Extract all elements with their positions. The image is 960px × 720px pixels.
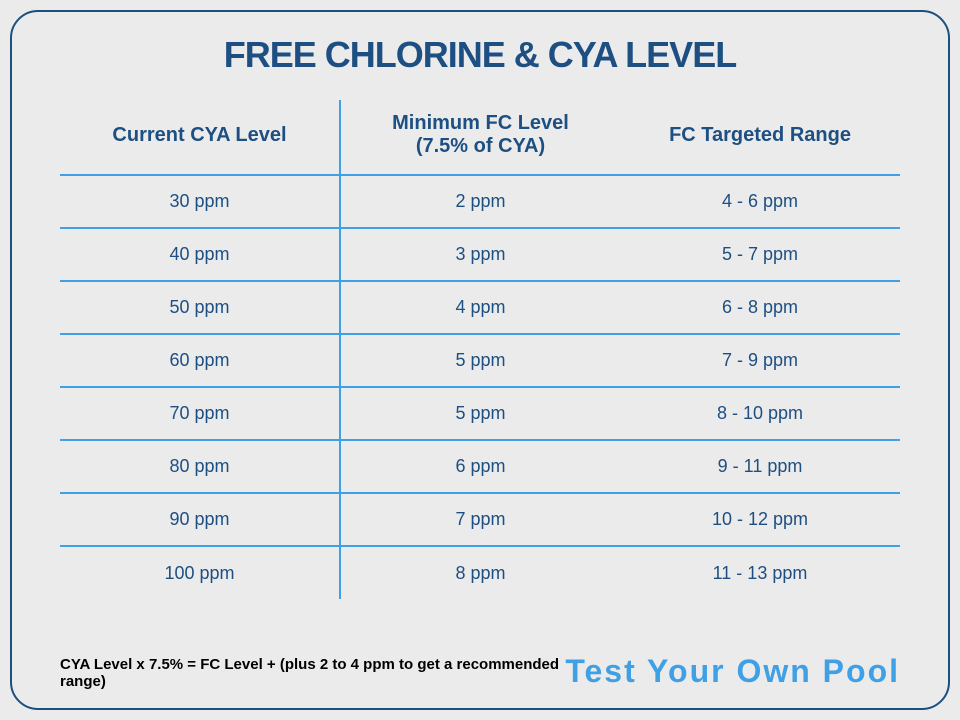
col-header-fc-range: FC Targeted Range [620,100,900,175]
table-cell: 7 ppm [340,493,620,546]
table-cell: 6 ppm [340,440,620,493]
table-cell: 7 - 9 ppm [620,334,900,387]
table-row: 50 ppm4 ppm6 - 8 ppm [60,281,900,334]
col-header-min-fc: Minimum FC Level(7.5% of CYA) [340,100,620,175]
brand-text: Test Your Own Pool [565,653,900,690]
table-cell: 2 ppm [340,175,620,228]
table-cell: 4 - 6 ppm [620,175,900,228]
table-row: 40 ppm3 ppm5 - 7 ppm [60,228,900,281]
table-row: 60 ppm5 ppm7 - 9 ppm [60,334,900,387]
table-cell: 10 - 12 ppm [620,493,900,546]
table-cell: 8 - 10 ppm [620,387,900,440]
table-cell: 40 ppm [60,228,340,281]
table-cell: 5 - 7 ppm [620,228,900,281]
table-cell: 6 - 8 ppm [620,281,900,334]
table-row: 80 ppm6 ppm9 - 11 ppm [60,440,900,493]
table-cell: 8 ppm [340,546,620,599]
table-cell: 30 ppm [60,175,340,228]
chlorine-table: Current CYA Level Minimum FC Level(7.5% … [60,100,900,599]
table-cell: 60 ppm [60,334,340,387]
table-row: 70 ppm5 ppm8 - 10 ppm [60,387,900,440]
table-cell: 11 - 13 ppm [620,546,900,599]
table-cell: 3 ppm [340,228,620,281]
formula-text: CYA Level x 7.5% = FC Level + (plus 2 to… [60,656,565,690]
table-cell: 4 ppm [340,281,620,334]
table-cell: 90 ppm [60,493,340,546]
table-row: 90 ppm7 ppm10 - 12 ppm [60,493,900,546]
table-cell: 80 ppm [60,440,340,493]
table-cell: 5 ppm [340,334,620,387]
table-row: 30 ppm2 ppm4 - 6 ppm [60,175,900,228]
table-cell: 5 ppm [340,387,620,440]
table-body: 30 ppm2 ppm4 - 6 ppm40 ppm3 ppm5 - 7 ppm… [60,175,900,599]
chart-card: FREE CHLORINE & CYA LEVEL Current CYA Le… [10,10,950,710]
table-row: 100 ppm8 ppm11 - 13 ppm [60,546,900,599]
table-header-row: Current CYA Level Minimum FC Level(7.5% … [60,100,900,175]
table-cell: 100 ppm [60,546,340,599]
col-header-cya: Current CYA Level [60,100,340,175]
table-cell: 9 - 11 ppm [620,440,900,493]
footer: CYA Level x 7.5% = FC Level + (plus 2 to… [60,653,900,690]
table-cell: 70 ppm [60,387,340,440]
page-title: FREE CHLORINE & CYA LEVEL [60,34,900,76]
table-cell: 50 ppm [60,281,340,334]
